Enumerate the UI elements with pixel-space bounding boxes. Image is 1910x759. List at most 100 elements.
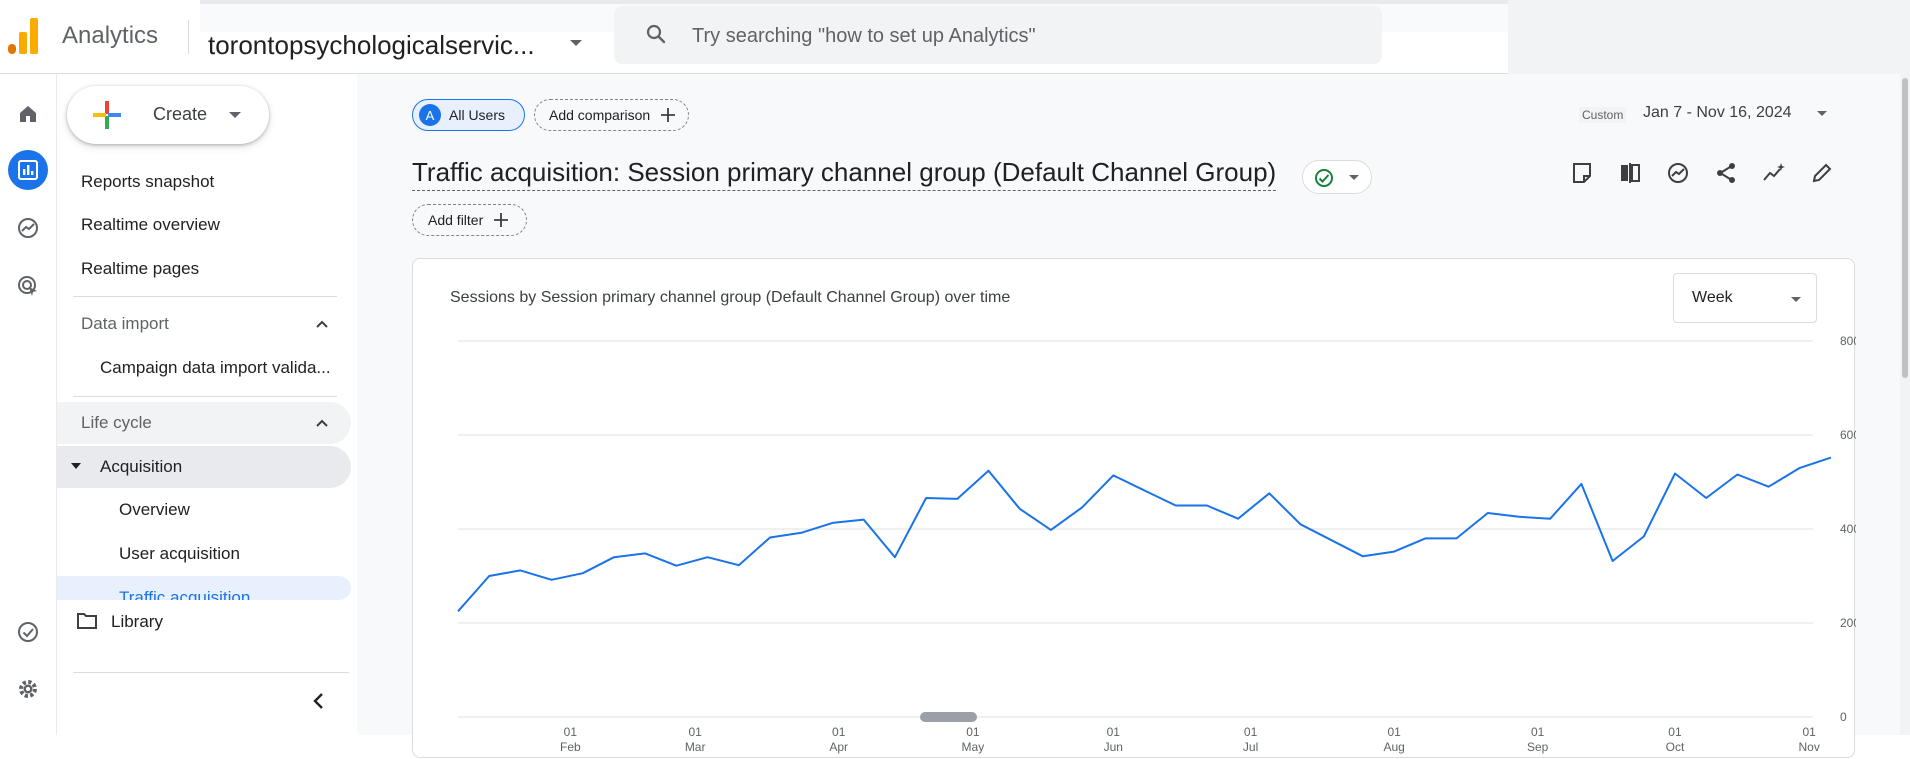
explore-chart-icon[interactable] (1663, 158, 1692, 187)
section-data-import[interactable]: Data import (57, 303, 351, 345)
data-point[interactable] (673, 563, 679, 569)
data-point[interactable] (1516, 514, 1522, 520)
granularity-select[interactable]: Week (1673, 273, 1817, 323)
y-tick-label: 800 (1840, 334, 1856, 348)
data-point[interactable] (736, 562, 742, 568)
report-status-chip[interactable] (1302, 160, 1372, 194)
sessions-line-chart: 020040060080001Feb01Mar01Apr01May01Jun01… (455, 334, 1856, 754)
data-point[interactable] (1578, 481, 1584, 487)
data-point[interactable] (1360, 553, 1366, 559)
x-tick-month: Jul (1243, 740, 1258, 754)
date-range-picker[interactable]: Jan 7 - Nov 16, 2024 (1643, 104, 1792, 121)
data-point[interactable] (1734, 471, 1740, 477)
data-point[interactable] (923, 495, 929, 501)
x-tick-day: 01 (1668, 725, 1682, 739)
data-point[interactable] (486, 573, 492, 579)
data-point[interactable] (549, 577, 555, 583)
nav-item-realtime-overview[interactable]: Realtime overview (81, 215, 220, 234)
data-point[interactable] (1828, 455, 1834, 461)
vertical-scrollbar[interactable] (1900, 74, 1910, 735)
admin-check-icon[interactable] (8, 612, 48, 652)
data-point[interactable] (517, 567, 523, 573)
data-point[interactable] (1204, 503, 1210, 509)
data-point[interactable] (1329, 537, 1335, 543)
data-point[interactable] (1454, 535, 1460, 541)
data-point[interactable] (1298, 521, 1304, 527)
property-selector[interactable]: torontopsychologicalservic... (208, 30, 535, 60)
data-point[interactable] (829, 520, 835, 526)
collapse-nav-icon[interactable] (311, 692, 325, 710)
reports-icon[interactable] (8, 150, 48, 190)
data-point[interactable] (1610, 558, 1616, 564)
data-point[interactable] (580, 570, 586, 576)
data-point[interactable] (1641, 534, 1647, 540)
nav-item-reports-snapshot[interactable]: Reports snapshot (81, 172, 215, 191)
data-point[interactable] (1173, 503, 1179, 509)
data-point[interactable] (985, 468, 991, 474)
analytics-logo-icon[interactable] (8, 18, 40, 54)
data-point[interactable] (1547, 516, 1553, 522)
sessions-series-line[interactable] (457, 456, 1832, 612)
create-button[interactable]: Create (67, 86, 269, 144)
add-filter-button[interactable]: Add filter (412, 204, 527, 236)
home-icon[interactable] (8, 94, 48, 134)
data-point[interactable] (1485, 510, 1491, 516)
data-point[interactable] (1142, 487, 1148, 493)
explore-icon[interactable] (8, 208, 48, 248)
data-point[interactable] (798, 530, 804, 536)
insights-sparkle-icon[interactable] (1759, 158, 1788, 187)
section-life-cycle[interactable]: Life cycle (57, 402, 351, 444)
data-point[interactable] (1672, 471, 1678, 477)
date-custom-label: Custom (1579, 107, 1627, 123)
horizontal-scroll-thumb[interactable] (920, 712, 977, 722)
top-bar: Analytics torontopsychologicalservic... … (0, 0, 1910, 74)
x-tick-month: Sep (1527, 740, 1549, 754)
page-title[interactable]: Traffic acquisition: Session primary cha… (412, 157, 1277, 191)
nav-item-acquisition[interactable]: Acquisition (57, 446, 351, 488)
vertical-scroll-thumb[interactable] (1902, 78, 1908, 378)
share-icon[interactable] (1711, 158, 1740, 187)
data-point[interactable] (1110, 472, 1116, 478)
nav-item-realtime-pages[interactable]: Realtime pages (81, 259, 200, 278)
nav-divider (73, 672, 349, 673)
data-point[interactable] (861, 517, 867, 523)
chevron-down-icon[interactable] (570, 40, 582, 46)
data-point[interactable] (767, 534, 773, 540)
data-point[interactable] (1422, 535, 1428, 541)
data-point[interactable] (611, 554, 617, 560)
progress-track (200, 0, 1508, 4)
data-point[interactable] (1766, 484, 1772, 490)
data-point[interactable] (1797, 465, 1803, 471)
section-label: Data import (81, 314, 169, 333)
chart-title: Sessions by Session primary channel grou… (450, 289, 1011, 306)
insights-note-icon[interactable] (1567, 158, 1596, 187)
data-point[interactable] (705, 554, 711, 560)
advertising-icon[interactable] (8, 266, 48, 306)
data-point[interactable] (1391, 549, 1397, 555)
segment-all-users[interactable]: A All Users (412, 99, 525, 131)
nav-panel: Create Reports snapshot Realtime overvie… (57, 74, 357, 735)
data-point[interactable] (455, 608, 461, 614)
nav-item-traffic-acquisition[interactable]: Traffic acquisition (57, 576, 351, 600)
data-point[interactable] (1017, 506, 1023, 512)
data-point[interactable] (1235, 516, 1241, 522)
edit-pencil-icon[interactable] (1807, 158, 1836, 187)
data-point[interactable] (954, 496, 960, 502)
nav-item-user-acquisition[interactable]: User acquisition (119, 544, 240, 563)
data-point[interactable] (1079, 504, 1085, 510)
nav-item-overview[interactable]: Overview (119, 500, 190, 519)
library-row[interactable]: Library (57, 600, 357, 670)
chevron-down-icon[interactable] (1817, 111, 1827, 116)
add-comparison-button[interactable]: Add comparison (534, 99, 689, 131)
plus-icon (661, 108, 676, 122)
nav-item-campaign-data-import[interactable]: Campaign data import valida... (100, 358, 331, 377)
data-point[interactable] (1048, 527, 1054, 533)
data-point[interactable] (1703, 495, 1709, 501)
gear-icon[interactable] (8, 669, 48, 709)
search-input[interactable]: Try searching "how to set up Analytics" (614, 6, 1382, 64)
data-point[interactable] (642, 550, 648, 556)
data-point[interactable] (1266, 490, 1272, 496)
data-point[interactable] (892, 554, 898, 560)
add-filter-label: Add filter (428, 212, 484, 228)
compare-icon[interactable] (1615, 158, 1644, 187)
